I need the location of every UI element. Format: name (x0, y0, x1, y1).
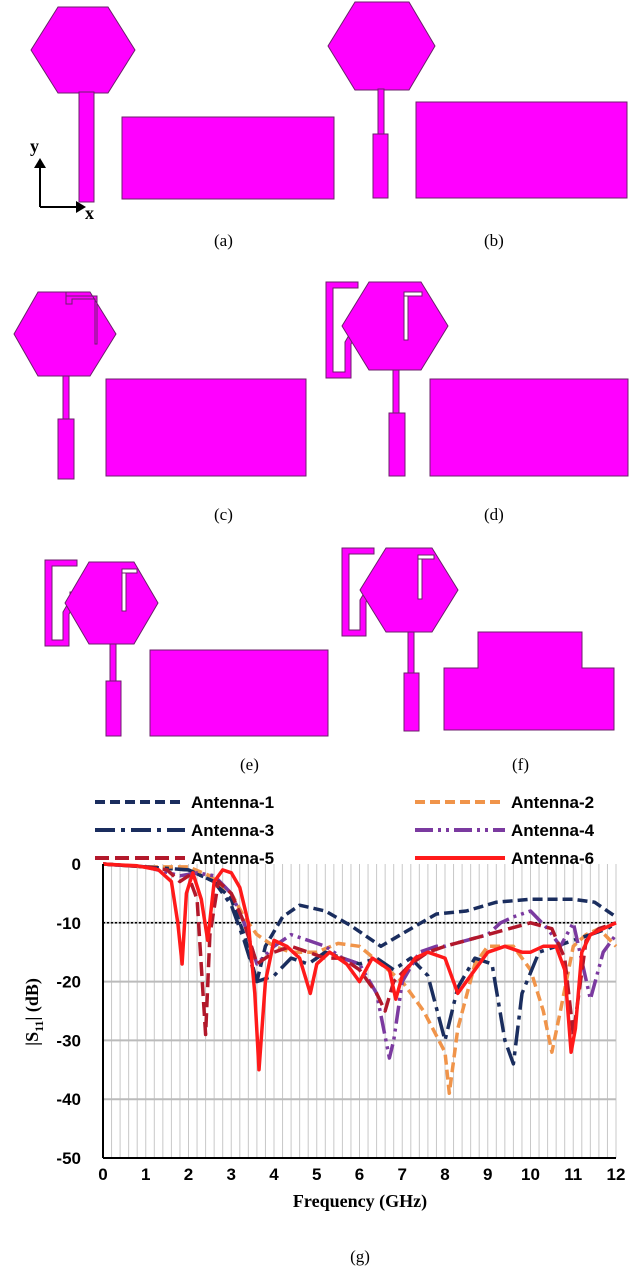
y-axis-title: |S11| (dB) (22, 978, 46, 1046)
panel-f: (f) (341, 547, 615, 774)
y-tick-label: -20 (56, 973, 81, 992)
x-tick-label: 2 (184, 1165, 193, 1184)
legend: Antenna-1 Antenna-2 Antenna-3 Antenna-4 Ante… (95, 793, 595, 868)
y-tick-label: 0 (72, 855, 81, 874)
series-line-antenna-5 (102, 862, 617, 1037)
hexagon-patch-slotted (341, 281, 449, 371)
x-tick-label: 6 (355, 1165, 364, 1184)
panel-e: (e) (44, 559, 329, 774)
panel-d: (d) (325, 281, 629, 524)
ylabel-main: |S (22, 1032, 42, 1046)
stepped-ground-plane (443, 631, 615, 731)
ground-plane (429, 378, 629, 477)
feed-line (78, 91, 95, 203)
x-tick-label: 10 (521, 1165, 540, 1184)
series-group (102, 862, 618, 1096)
s11-chart: Antenna-1 Antenna-2 Antenna-3 Antenna-4 Ante… (22, 793, 625, 1266)
panel-a: y x (a) (30, 6, 335, 250)
y-tick-label: -50 (56, 1149, 81, 1168)
hexagon-patch-slotted (359, 547, 459, 633)
axes (102, 864, 616, 1159)
slot-horizontal (121, 568, 138, 574)
x-tick-label: 11 (564, 1165, 582, 1184)
y-tick-label: -40 (56, 1090, 81, 1109)
feed-line-top (377, 88, 385, 136)
series-line-antenna-3 (102, 862, 617, 1066)
slot-horizontal (403, 291, 423, 297)
y-tick-label: -10 (56, 914, 81, 933)
x-tick-label: 1 (141, 1165, 150, 1184)
ground-plane (105, 378, 307, 477)
ground-plane (149, 649, 329, 737)
caption-f: (f) (512, 755, 529, 774)
feed-line-top (392, 369, 400, 415)
caption-e: (e) (240, 755, 259, 774)
feed-line-top (407, 631, 415, 675)
legend-label: Antenna-5 (191, 849, 274, 868)
x-tick-label: 4 (269, 1165, 279, 1184)
ylabel-tail: | (dB) (22, 978, 43, 1020)
feed-line-top (109, 643, 117, 683)
feed-line-bottom (105, 680, 122, 737)
y-tick-label: -30 (56, 1031, 81, 1050)
x-axis-label: x (85, 203, 94, 223)
x-tick-label: 5 (312, 1165, 321, 1184)
caption-a: (a) (214, 231, 233, 250)
caption-c: (c) (214, 505, 233, 524)
x-tick-label: 12 (607, 1165, 626, 1184)
ylabel-sub: 11 (32, 1021, 46, 1032)
x-tick-label: 8 (440, 1165, 449, 1184)
series-line-antenna-2 (102, 862, 618, 1096)
series-line-antenna-6 (102, 862, 617, 1072)
tick-labels: 0 1 2 3 4 5 6 7 8 9 10 11 120-10-20-30-40-50 (56, 855, 625, 1184)
caption-g: (g) (350, 1247, 370, 1266)
hexagon-patch-slotted (64, 561, 159, 645)
slot-vertical (121, 570, 127, 612)
x-tick-label: 3 (227, 1165, 236, 1184)
panel-b: (b) (327, 1, 628, 250)
feed-line-bottom (403, 672, 420, 732)
legend-label: Antenna-3 (191, 821, 274, 840)
legend-label: Antenna-2 (511, 793, 594, 812)
panel-c: (c) (13, 291, 307, 524)
slot-horizontal (417, 554, 435, 560)
legend-label: Antenna-6 (511, 849, 594, 868)
slot-vertical (403, 293, 409, 341)
slot-vertical (417, 556, 423, 600)
grid (103, 864, 617, 1158)
svg-text:|S11| (dB): |S11| (dB) (22, 978, 46, 1046)
ground-plane (121, 116, 335, 200)
caption-d: (d) (484, 505, 504, 524)
feed-line-bottom (57, 418, 75, 480)
legend-label: Antenna-1 (191, 793, 274, 812)
ground-plane (415, 101, 628, 199)
hexagon-patch (327, 1, 436, 91)
x-arrowhead-icon (76, 201, 86, 213)
legend-label: Antenna-4 (511, 821, 595, 840)
x-tick-label: 7 (398, 1165, 407, 1184)
feed-line-bottom (388, 412, 406, 477)
hexagon-patch (30, 6, 136, 94)
y-arrowhead-icon (34, 158, 46, 168)
feed-line-top (62, 375, 70, 421)
y-axis-label: y (30, 136, 39, 156)
x-tick-label: 0 (98, 1165, 107, 1184)
x-tick-label: 9 (483, 1165, 492, 1184)
feed-line-bottom (372, 133, 389, 199)
hexagon-patch-slotted (13, 291, 117, 377)
caption-b: (b) (484, 231, 504, 250)
x-axis-title: Frequency (GHz) (293, 1191, 427, 1212)
